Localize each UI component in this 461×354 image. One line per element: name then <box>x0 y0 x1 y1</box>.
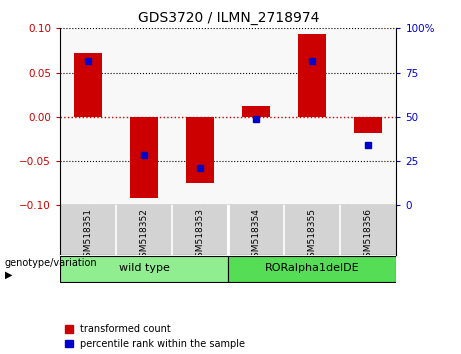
Text: GSM518353: GSM518353 <box>195 208 205 263</box>
Text: RORalpha1delDE: RORalpha1delDE <box>265 263 360 274</box>
Bar <box>74 53 102 117</box>
Text: GSM518351: GSM518351 <box>83 208 93 263</box>
Bar <box>130 117 158 198</box>
Title: GDS3720 / ILMN_2718974: GDS3720 / ILMN_2718974 <box>137 11 319 24</box>
Bar <box>186 117 214 183</box>
Bar <box>242 106 270 117</box>
Bar <box>60 256 228 282</box>
Bar <box>298 34 326 117</box>
Text: wild type: wild type <box>118 263 170 274</box>
Legend: transformed count, percentile rank within the sample: transformed count, percentile rank withi… <box>65 324 245 349</box>
Text: GSM518352: GSM518352 <box>140 208 148 263</box>
Text: GSM518356: GSM518356 <box>364 208 373 263</box>
Bar <box>355 117 383 133</box>
Text: genotype/variation
▶: genotype/variation ▶ <box>5 258 97 280</box>
Bar <box>228 256 396 282</box>
Text: GSM518354: GSM518354 <box>252 208 261 263</box>
Text: GSM518355: GSM518355 <box>308 208 317 263</box>
